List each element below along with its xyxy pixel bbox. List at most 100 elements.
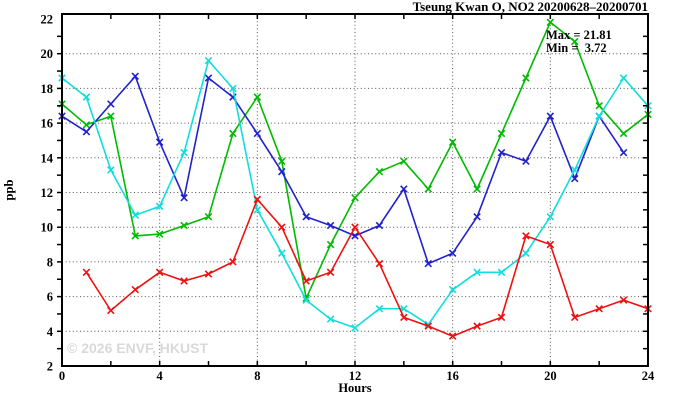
- cyan-series-marker: [204, 56, 213, 65]
- cyan-series-marker: [277, 249, 286, 257]
- x-tick-label: 0: [59, 369, 65, 383]
- x-tick-label: 20: [544, 369, 557, 383]
- cyan-series-marker: [595, 112, 603, 120]
- red-series-marker: [131, 285, 140, 294]
- green-series-marker: [131, 232, 140, 240]
- blue-series-marker: [131, 72, 140, 81]
- y-tick-label: 18: [41, 82, 54, 96]
- blue-series-marker: [277, 167, 286, 176]
- red-series-marker: [400, 313, 408, 322]
- y-tick-label: 8: [47, 255, 53, 269]
- green-series-marker: [522, 74, 530, 82]
- red-series-marker: [448, 332, 457, 340]
- blue-series-marker: [424, 259, 433, 268]
- y-tick-label: 20: [41, 47, 54, 61]
- red-series-marker: [595, 304, 603, 313]
- green-series-marker: [82, 121, 91, 129]
- red-series-marker: [253, 195, 262, 204]
- cyan-series-marker: [522, 249, 530, 257]
- green-series-marker: [595, 101, 603, 110]
- cyan-series-marker: [570, 166, 579, 174]
- watermark-text: © 2026 ENVF, HKUST: [67, 340, 208, 356]
- x-tick-label: 8: [254, 369, 260, 383]
- cyan-series-marker: [473, 268, 481, 277]
- x-tick-label: 12: [349, 369, 362, 383]
- red-series-marker: [326, 268, 335, 277]
- green-series-marker: [546, 18, 555, 27]
- cyan-series-marker: [375, 304, 384, 313]
- y-tick-label: 10: [41, 221, 54, 235]
- series-layer: [58, 18, 652, 340]
- y-tick-label: 16: [41, 117, 54, 131]
- y-tick-label: 2: [47, 360, 53, 374]
- red-series-marker: [180, 277, 188, 285]
- x-tick-label: 4: [157, 369, 164, 383]
- blue-series-marker: [400, 185, 408, 193]
- max-annotation: Max = 21.81: [546, 28, 612, 42]
- y-tick-label: 12: [41, 186, 54, 200]
- blue-series-marker: [326, 221, 335, 230]
- red-series-marker: [570, 313, 579, 322]
- blue-series-marker: [253, 129, 262, 138]
- blue-series-line: [61, 75, 625, 265]
- y-tick-label: 6: [47, 290, 53, 304]
- blue-series-marker: [180, 193, 188, 202]
- x-tick-label: 24: [642, 369, 655, 383]
- blue-series-marker: [473, 213, 481, 221]
- green-series-marker: [180, 221, 188, 230]
- green-series-marker: [204, 213, 213, 221]
- x-tick-label: 16: [446, 369, 459, 383]
- cyan-series-marker: [229, 84, 237, 93]
- cyan-series-marker: [82, 93, 91, 101]
- cyan-series-marker: [131, 211, 140, 219]
- cyan-series-marker: [302, 296, 310, 304]
- blue-series-marker: [546, 112, 555, 120]
- blue-series-marker: [107, 100, 115, 108]
- red-series-marker: [107, 306, 115, 315]
- red-series-marker: [424, 322, 433, 330]
- cyan-series-marker: [448, 285, 457, 294]
- blue-series-marker: [497, 148, 506, 157]
- red-series-marker: [277, 223, 286, 231]
- red-series-marker: [473, 322, 481, 330]
- grid-layer: [62, 14, 648, 366]
- red-series-marker: [619, 296, 628, 304]
- red-series-marker: [302, 277, 310, 285]
- cyan-series-marker: [326, 315, 335, 323]
- blue-series-marker: [204, 74, 213, 82]
- green-series-marker: [155, 230, 164, 238]
- y-tick-label: 14: [41, 151, 54, 165]
- green-series-marker: [570, 37, 579, 46]
- red-series-line: [85, 198, 649, 338]
- cyan-series-marker: [180, 148, 188, 157]
- red-series-marker: [375, 259, 384, 268]
- cyan-series-marker: [155, 202, 164, 211]
- green-series-marker: [351, 193, 359, 202]
- red-series-marker: [351, 223, 359, 231]
- green-series-line: [61, 21, 649, 300]
- chart-title: Tseung Kwan O, NO2 20200628–20200701: [413, 0, 648, 14]
- red-series-marker: [155, 268, 164, 277]
- blue-series-marker: [570, 174, 579, 183]
- green-series-marker: [497, 129, 506, 138]
- red-series-marker: [229, 258, 237, 266]
- red-series-marker: [522, 232, 530, 240]
- green-series-marker: [107, 112, 115, 120]
- red-series-marker: [546, 240, 555, 249]
- green-series-marker: [619, 129, 628, 138]
- green-series-marker: [253, 93, 262, 101]
- blue-series-marker: [302, 213, 310, 221]
- y-tick-label: 4: [47, 325, 54, 339]
- red-series-marker: [497, 313, 506, 322]
- green-series-marker: [326, 240, 335, 249]
- cyan-series-marker: [253, 206, 262, 214]
- axes-frame-layer: [57, 13, 649, 367]
- blue-series-marker: [448, 249, 457, 257]
- blue-series-marker: [351, 232, 359, 240]
- blue-series-marker: [522, 157, 530, 166]
- blue-series-marker: [82, 128, 91, 136]
- cyan-series-marker: [546, 213, 555, 221]
